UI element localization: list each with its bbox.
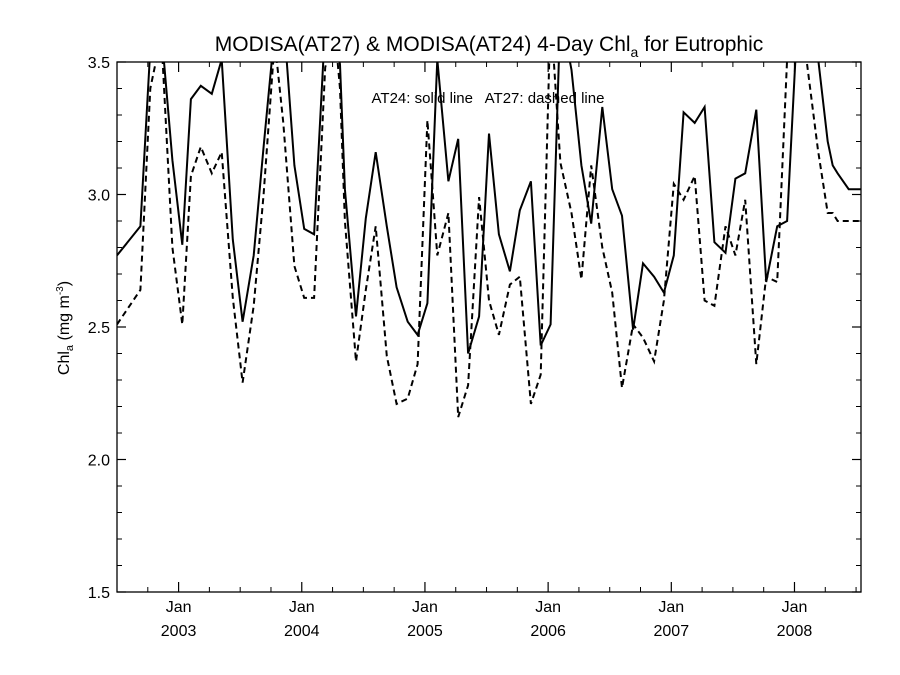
- series-layer: [117, 62, 861, 418]
- y-axis-label-superscript: -3: [55, 286, 66, 295]
- x-tick-label-year: 2005: [407, 623, 443, 640]
- y-tick-label: 3.0: [88, 188, 110, 205]
- series-line-at24: [117, 62, 861, 354]
- x-tick-label-year: 2006: [530, 623, 566, 640]
- y-axis-label: Chla (mg m-3): [55, 281, 76, 375]
- y-axis-label-units-close: ): [56, 281, 73, 286]
- x-tick-label-year: 2008: [777, 623, 813, 640]
- legend-annotation: AT24: solid line AT27: dashed line: [372, 90, 605, 107]
- chart-title-main: MODISA(AT27) & MODISA(AT24) 4-Day Chl: [215, 33, 631, 56]
- chart-title-suffix: for Eutrophic: [638, 33, 763, 56]
- y-axis-label-main: Chl: [56, 351, 73, 375]
- chart-title: MODISA(AT27) & MODISA(AT24) 4-Day Chla f…: [215, 33, 764, 60]
- y-tick-label: 2.5: [88, 320, 110, 337]
- x-tick-label-month: Jan: [412, 599, 438, 616]
- x-tick-label-year: 2003: [161, 623, 197, 640]
- y-tick-label: 1.5: [88, 585, 110, 602]
- x-tick-label-month: Jan: [658, 599, 684, 616]
- y-axis-label-subscript: a: [64, 344, 76, 351]
- chart-title-subscript: a: [631, 44, 639, 60]
- y-tick-label: 3.5: [88, 55, 110, 72]
- x-tick-label-month: Jan: [782, 599, 808, 616]
- x-tick-label-month: Jan: [166, 599, 192, 616]
- axis-ticks: 1.5 2.0 2.5 3.0 3.5 Jan 2003 Jan 2004 Jan 2005 Jan 2…: [88, 55, 861, 640]
- y-tick-label: 2.0: [88, 453, 110, 470]
- y-axis-label-units: (mg m: [56, 295, 73, 345]
- x-tick-label-year: 2007: [654, 623, 690, 640]
- x-tick-label-month: Jan: [535, 599, 561, 616]
- series-line-at27: [117, 62, 861, 418]
- x-tick-label-month: Jan: [289, 599, 315, 616]
- x-tick-label-year: 2004: [284, 623, 320, 640]
